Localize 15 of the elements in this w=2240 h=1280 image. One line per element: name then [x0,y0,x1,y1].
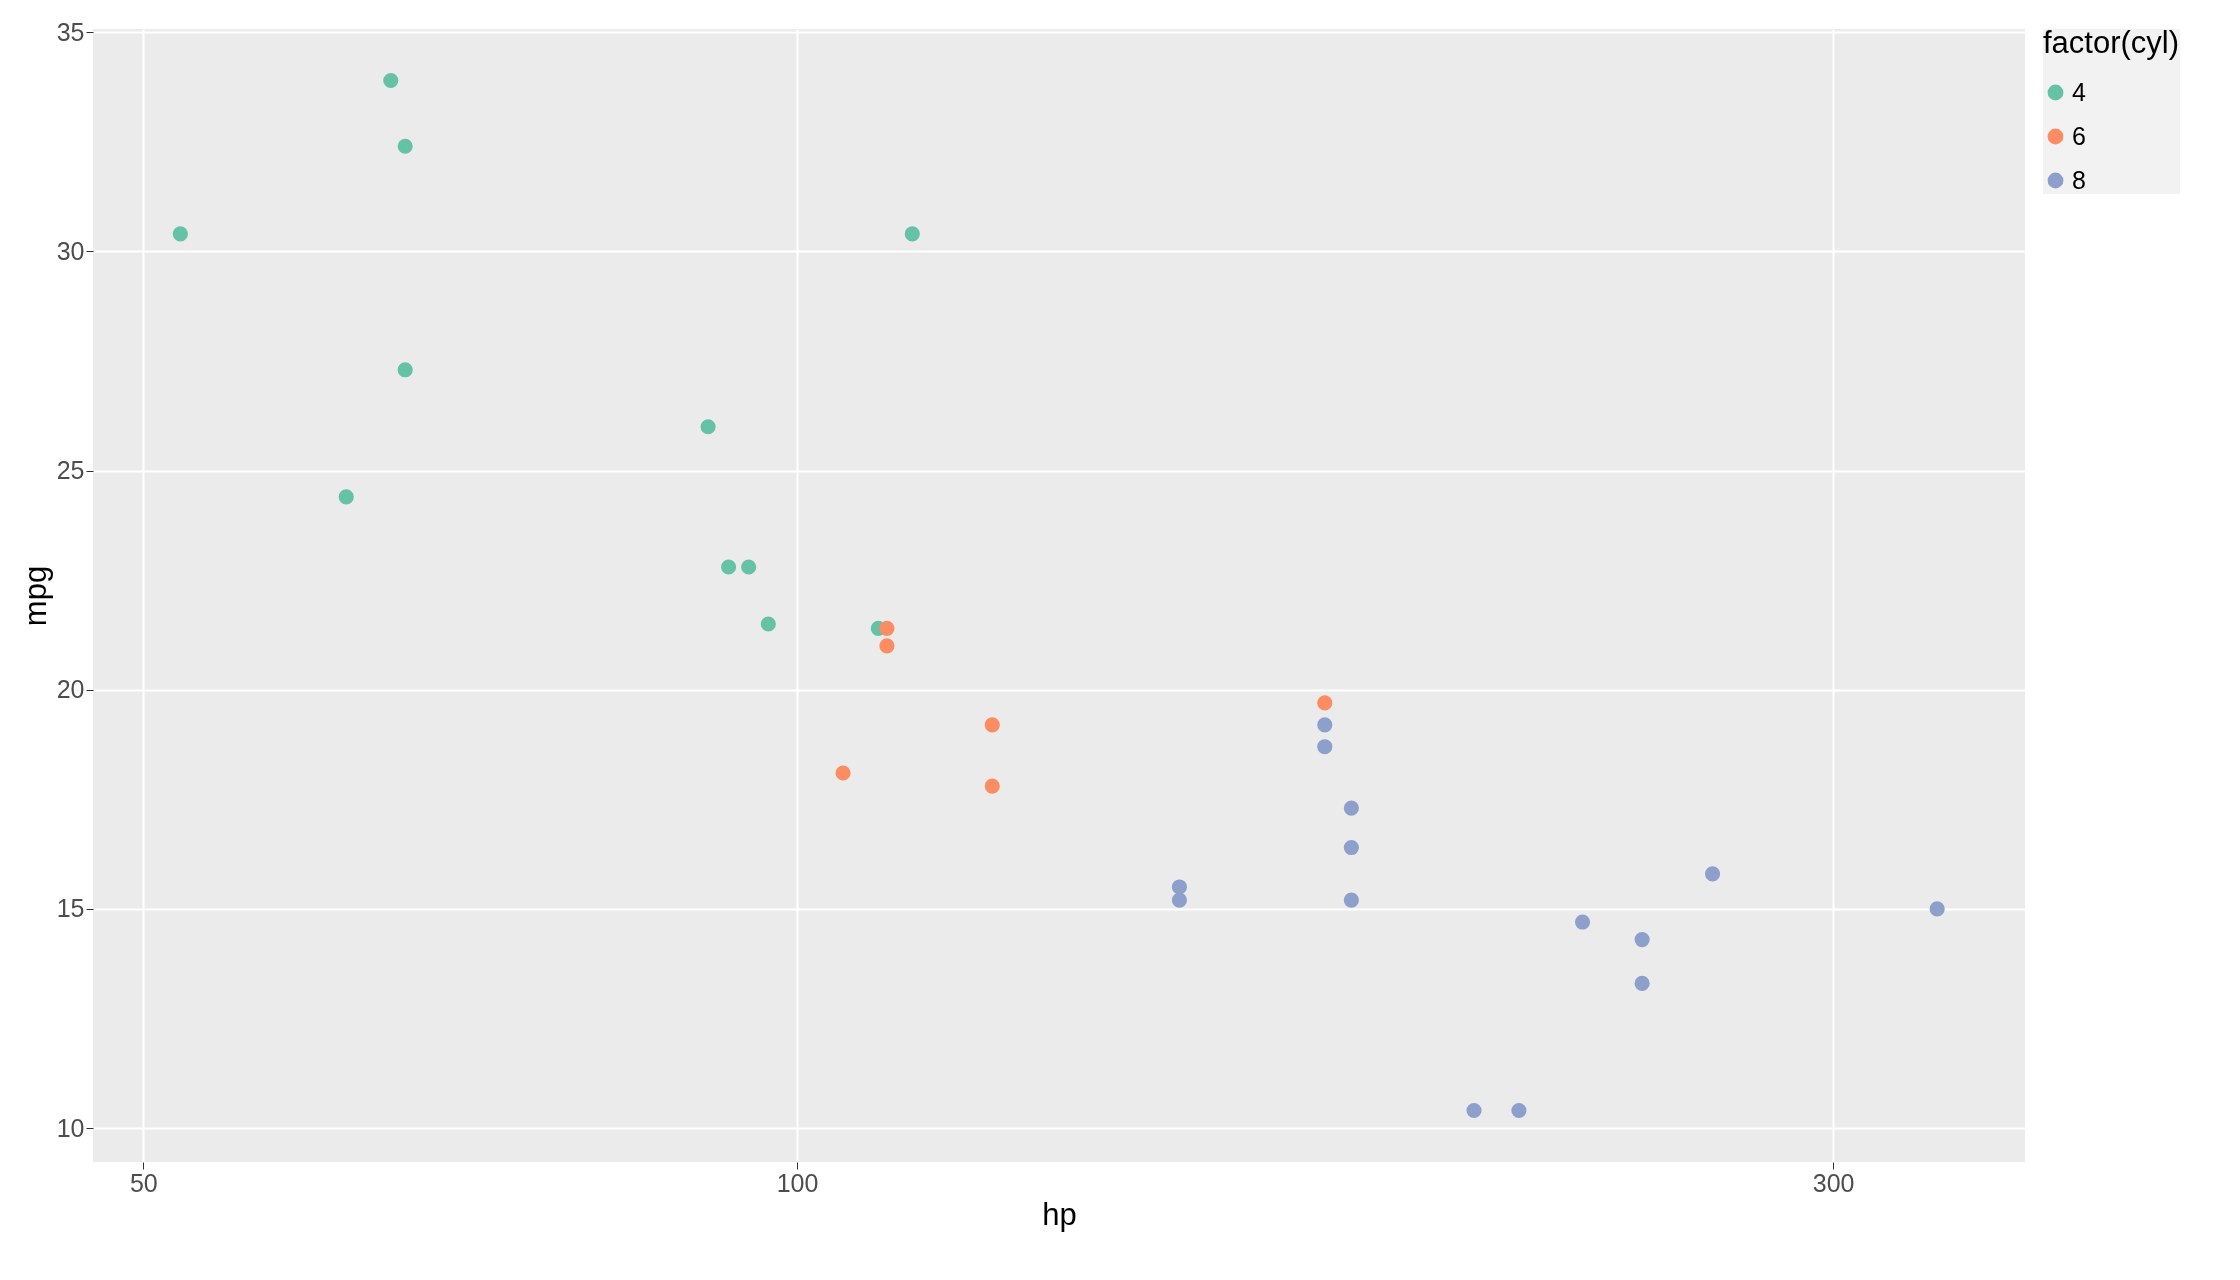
x-tick-label: 300 [1812,1168,1855,1197]
y-tick-label: 35 [56,17,85,46]
y-tick-label: 30 [56,236,85,265]
y-tick-label: 15 [56,894,85,923]
x-axis-title: hp [1042,1196,1077,1232]
x-tick-label: 50 [129,1168,158,1197]
y-tick-label: 10 [56,1113,85,1142]
legend-title: factor(cyl) [2043,25,2180,60]
x-tick-label: 100 [776,1168,819,1197]
legend-label: 8 [2072,165,2086,194]
legend-label: 4 [2072,77,2086,106]
y-tick-label: 25 [56,456,85,485]
y-axis-title: mpg [17,565,53,627]
legend-label: 6 [2072,121,2086,150]
y-tick-label: 20 [56,675,85,704]
